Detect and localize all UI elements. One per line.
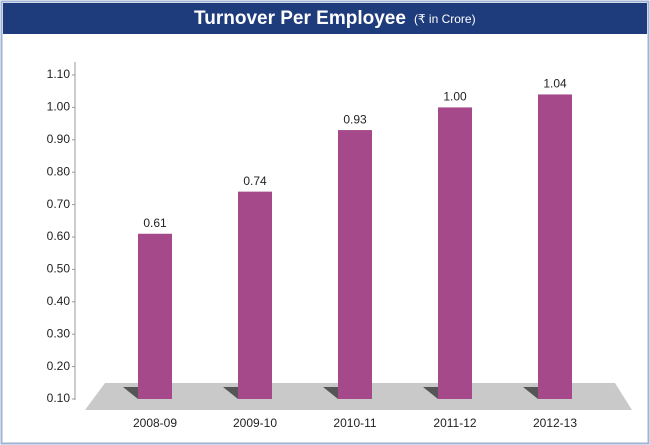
header-bar — [3, 3, 647, 34]
chart-subtitle: (₹ in Crore) — [414, 12, 476, 26]
bar — [438, 107, 472, 400]
bar — [238, 191, 272, 399]
bar-shadow — [223, 387, 238, 399]
bar-shadow — [123, 387, 138, 399]
y-tick-label: 0.40 — [47, 294, 71, 308]
bar-shadow — [323, 387, 338, 399]
bar-shadow — [523, 387, 538, 399]
data-label: 1.04 — [543, 77, 567, 91]
data-label: 0.93 — [343, 112, 367, 126]
data-label: 0.74 — [243, 174, 267, 188]
bar — [538, 94, 572, 399]
bar — [138, 233, 172, 399]
x-tick-label: 2011-12 — [433, 416, 476, 430]
bar-shadow — [423, 387, 438, 399]
y-tick-label: 1.10 — [47, 67, 71, 81]
y-tick-label: 0.50 — [47, 262, 71, 276]
y-tick-label: 0.80 — [47, 164, 71, 178]
y-tick-label: 0.60 — [47, 229, 71, 243]
y-tick-label: 0.20 — [47, 359, 71, 373]
x-tick-label: 2008-09 — [133, 416, 177, 430]
y-tick-label: 0.30 — [47, 326, 71, 340]
y-tick-label: 1.00 — [47, 100, 71, 114]
data-label: 1.00 — [443, 90, 467, 104]
bar — [338, 130, 372, 399]
x-tick-label: 2009-10 — [233, 416, 277, 430]
chart-title: Turnover Per Employee — [194, 8, 406, 29]
y-tick-label: 0.10 — [47, 391, 71, 405]
x-tick-label: 2012-13 — [533, 416, 577, 430]
x-tick-label: 2010-11 — [333, 416, 376, 430]
y-tick-label: 0.70 — [47, 197, 71, 211]
y-tick-label: 0.90 — [47, 132, 71, 146]
data-label: 0.61 — [143, 216, 167, 230]
